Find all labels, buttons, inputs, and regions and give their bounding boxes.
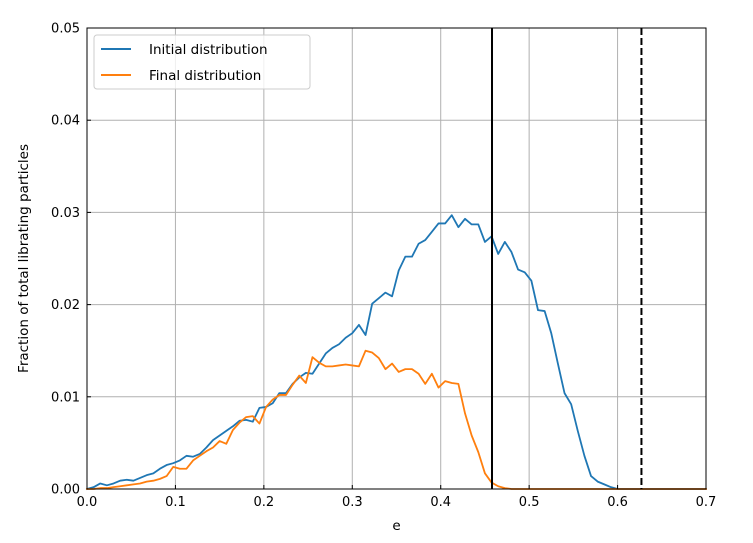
y-tick-label: 0.01 bbox=[51, 390, 80, 405]
series-line-initial bbox=[85, 214, 707, 491]
x-tick-label: 0.7 bbox=[696, 495, 717, 510]
x-tick-label: 0.4 bbox=[430, 495, 451, 510]
legend: Initial distribution Final distribution bbox=[93, 34, 311, 90]
y-tick-label: 0.00 bbox=[51, 483, 80, 498]
legend-box bbox=[93, 34, 311, 90]
legend-label-initial: Initial distribution bbox=[149, 42, 268, 58]
y-tick-label: 0.02 bbox=[51, 298, 80, 313]
x-tick-label: 0.5 bbox=[519, 495, 540, 510]
y-tick-label: 0.04 bbox=[51, 114, 80, 129]
axis-ticks: 0.0 0.1 0.2 0.3 0.4 0.5 0.6 0.7 0.00 0.01 0.02 0.03… bbox=[51, 22, 716, 511]
x-tick-label: 0.1 bbox=[165, 495, 186, 510]
x-tick-label: 0.2 bbox=[254, 495, 275, 510]
x-tick-label: 0.6 bbox=[607, 495, 628, 510]
y-axis-label: Fraction of total librating particles bbox=[16, 144, 32, 373]
legend-label-final: Final distribution bbox=[149, 68, 261, 84]
y-tick-label: 0.05 bbox=[51, 22, 80, 37]
x-axis-label: e bbox=[392, 518, 400, 534]
series-layer bbox=[85, 214, 707, 491]
grid bbox=[86, 27, 707, 490]
series-line-final bbox=[86, 349, 707, 490]
plot-frame bbox=[86, 27, 707, 490]
x-tick-label: 0.3 bbox=[342, 495, 363, 510]
vertical-reference-lines bbox=[491, 28, 643, 489]
y-tick-label: 0.03 bbox=[51, 206, 80, 221]
x-tick-label: 0.0 bbox=[77, 495, 98, 510]
